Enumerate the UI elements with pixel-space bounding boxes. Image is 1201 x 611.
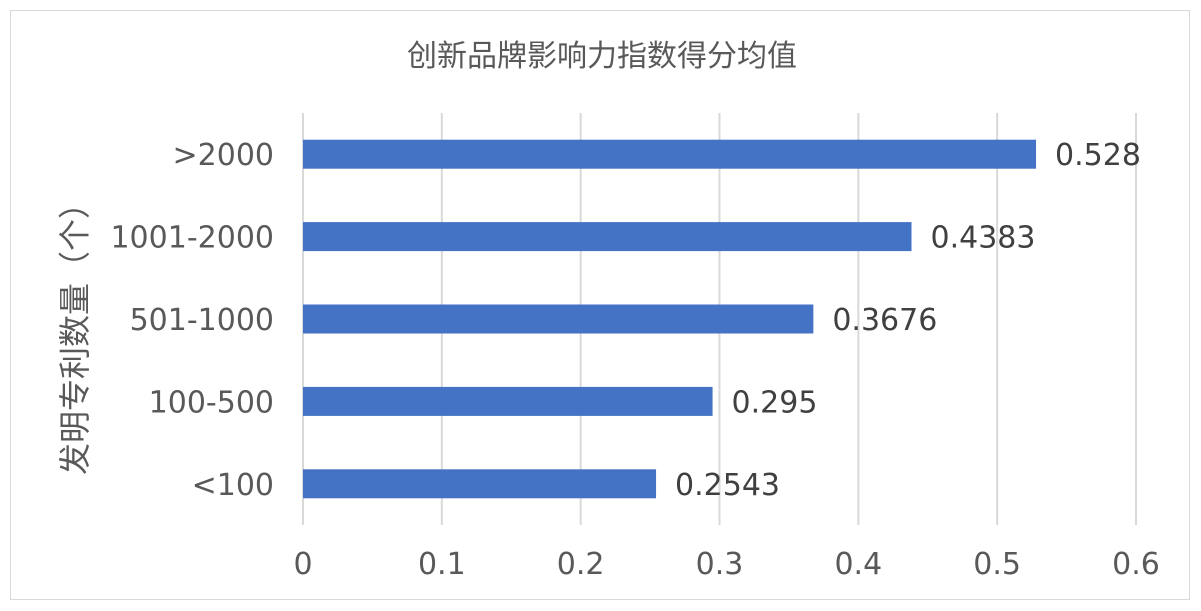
bar bbox=[303, 222, 912, 252]
bar bbox=[303, 386, 713, 416]
data-labels: 0.528 0.4383 0.3676 0.295 0.2543 bbox=[675, 138, 1141, 503]
gridlines bbox=[302, 113, 1137, 525]
bars bbox=[303, 139, 1037, 499]
category-label: 1001-2000 bbox=[110, 221, 274, 256]
category-label: 501-1000 bbox=[130, 303, 274, 338]
x-tick-label: 0.3 bbox=[696, 547, 744, 582]
data-label: 0.2543 bbox=[675, 468, 780, 503]
chart-title: 创新品牌影响力指数得分均值 bbox=[407, 39, 797, 74]
x-tick-label: 0.4 bbox=[834, 547, 882, 582]
data-label: 0.528 bbox=[1055, 138, 1141, 173]
data-label: 0.4383 bbox=[931, 221, 1036, 256]
x-tick-label: 0.2 bbox=[557, 547, 605, 582]
x-tick-label: 0.5 bbox=[973, 547, 1021, 582]
x-tick-labels: 0 0.1 0.2 0.3 0.4 0.5 0.6 bbox=[293, 547, 1159, 582]
category-label: >2000 bbox=[173, 138, 274, 173]
bar bbox=[303, 469, 657, 499]
data-label: 0.3676 bbox=[832, 303, 937, 338]
bar bbox=[303, 139, 1037, 169]
x-tick-label: 0.1 bbox=[418, 547, 466, 582]
bar bbox=[303, 304, 814, 334]
category-label: <100 bbox=[192, 468, 274, 503]
x-tick-label: 0.6 bbox=[1112, 547, 1160, 582]
category-label: 100-500 bbox=[149, 385, 274, 420]
data-label: 0.295 bbox=[732, 385, 818, 420]
category-labels: >2000 1001-2000 501-1000 100-500 <100 bbox=[110, 138, 274, 503]
x-tick-label: 0 bbox=[293, 547, 312, 582]
y-axis-title: 发明专利数量（个） bbox=[56, 187, 94, 475]
